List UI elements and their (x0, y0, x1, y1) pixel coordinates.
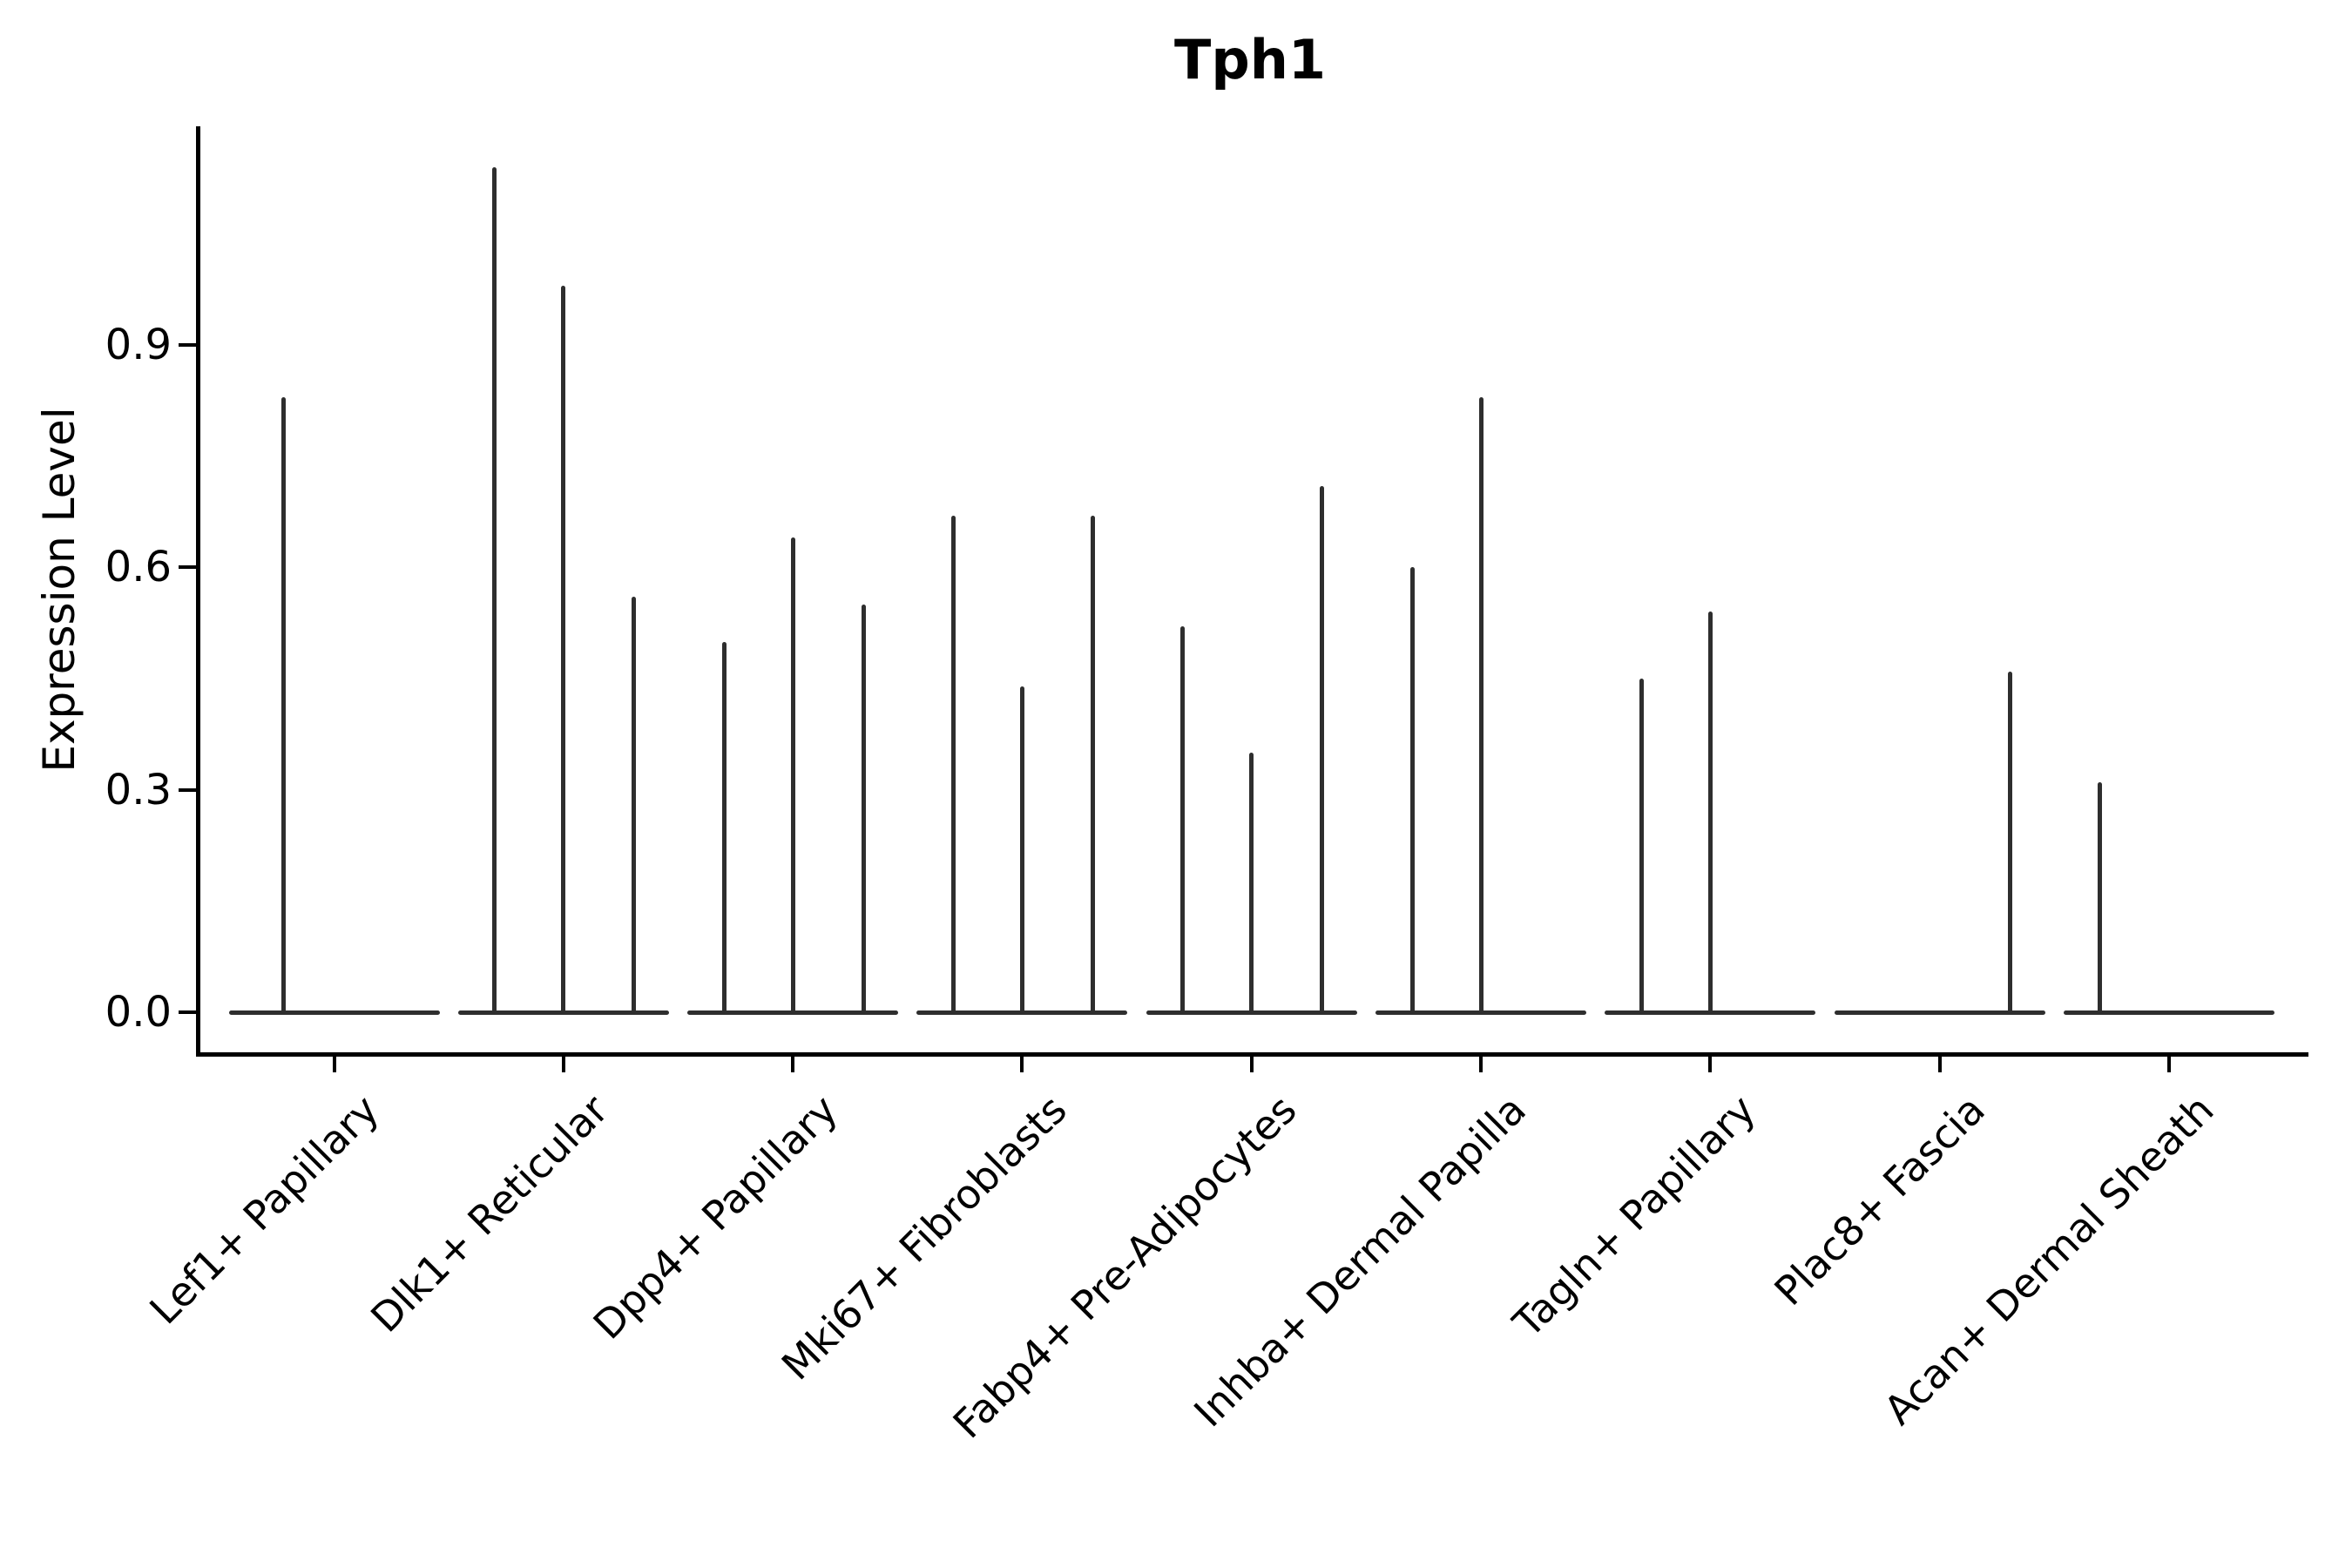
x-tick-label: Plac8+ Fascia (1764, 1085, 1994, 1315)
violin-spike (1409, 567, 1415, 1015)
x-tick-mark (791, 1057, 795, 1072)
x-tick-mark (1937, 1057, 1942, 1072)
violin-base-bar (2063, 1010, 2274, 1015)
violin-spike (950, 515, 956, 1015)
y-tick-mark (179, 787, 196, 792)
violin-spike (1478, 396, 1484, 1015)
violin-spike (1249, 753, 1254, 1015)
y-tick-mark (179, 565, 196, 570)
violin-spike (561, 286, 566, 1015)
violin-spike (1180, 626, 1186, 1015)
violin-spike (1090, 515, 1095, 1015)
y-tick-label: 0.3 (105, 765, 172, 814)
chart-title: Tph1 (1174, 28, 1326, 91)
x-tick-label: Tagln+ Papillary (1504, 1085, 1765, 1347)
x-tick-label: Dpp4+ Papillary (584, 1085, 847, 1348)
y-tick-mark (179, 343, 196, 348)
x-tick-mark (561, 1057, 565, 1072)
x-tick-label: Dlk1+ Reticular (362, 1085, 618, 1342)
y-axis-label: Expression Level (34, 407, 84, 773)
x-tick-mark (1708, 1057, 1713, 1072)
violin-spike (1707, 612, 1713, 1015)
x-axis-spine (196, 1052, 2308, 1057)
violin-base-bar (1834, 1010, 2045, 1015)
y-tick-mark (179, 1010, 196, 1014)
x-tick-mark (1479, 1057, 1483, 1072)
violin-spike (861, 604, 866, 1015)
violin-spike (1639, 679, 1644, 1015)
y-axis-spine (196, 126, 200, 1057)
violin-spike (721, 641, 727, 1015)
y-tick-label: 0.0 (105, 988, 172, 1037)
y-tick-label: 0.9 (105, 321, 172, 370)
x-tick-mark (1249, 1057, 1254, 1072)
violin-base-bar (228, 1010, 440, 1015)
x-tick-mark (332, 1057, 336, 1072)
x-tick-label: Lef1+ Papillary (140, 1085, 389, 1334)
violin-spike (281, 396, 286, 1015)
violin-spike (2098, 782, 2103, 1015)
violin-spike (632, 597, 637, 1015)
x-tick-mark (1020, 1057, 1024, 1072)
y-tick-label: 0.6 (105, 543, 172, 592)
violin-spike (492, 166, 497, 1015)
violin-spike (790, 537, 795, 1015)
violin-spike (1320, 485, 1325, 1015)
violin-spike (2008, 671, 2013, 1015)
violin-spike (1019, 686, 1024, 1015)
x-tick-mark (2166, 1057, 2171, 1072)
